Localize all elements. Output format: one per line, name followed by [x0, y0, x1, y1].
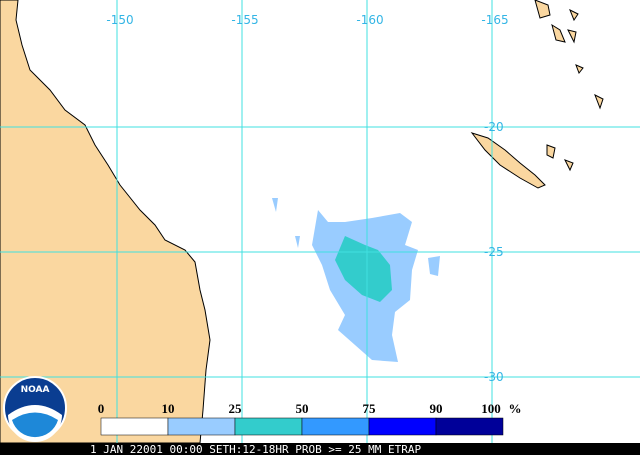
footer-bar — [0, 443, 640, 455]
island — [546, 144, 556, 159]
latitude-label: -30 — [484, 370, 504, 384]
legend-label: 75 — [363, 401, 377, 416]
logo: NOAA — [3, 376, 67, 442]
legend-label: 25 — [229, 401, 243, 416]
legend-unit: % — [509, 401, 522, 416]
longitude-label: -150 — [106, 13, 133, 27]
legend-swatch — [435, 417, 504, 436]
island — [594, 93, 604, 110]
precip-area — [272, 198, 278, 212]
legend-label: 10 — [162, 401, 175, 416]
legend-swatch — [167, 417, 236, 436]
legend-swatch — [301, 417, 370, 436]
legend-label: 90 — [430, 401, 443, 416]
legend-swatch — [234, 417, 303, 436]
grid — [0, 0, 640, 443]
precip-area — [428, 256, 440, 276]
legend-label: 50 — [296, 401, 309, 416]
latitude-label: -25 — [484, 245, 504, 259]
legend-label: 100 — [481, 401, 501, 416]
precip-area — [295, 236, 300, 248]
footer-text: 1 JAN 22001 00:00 SETH:12-18HR PROB >= 2… — [90, 443, 422, 455]
longitude-label: -155 — [231, 13, 258, 27]
island — [470, 132, 546, 189]
island — [569, 8, 579, 22]
island — [534, 0, 551, 19]
logo-text: NOAA — [21, 385, 50, 395]
longitude-label: -160 — [356, 13, 383, 27]
legend-swatch — [100, 417, 169, 436]
legend-label: 0 — [98, 401, 105, 416]
island — [563, 159, 574, 172]
legend: 0 10 25 50 75 90 100% — [98, 401, 522, 436]
latitude-label: -20 — [484, 120, 504, 134]
island — [575, 64, 584, 74]
legend-swatch — [368, 417, 437, 436]
island — [551, 23, 566, 43]
longitude-label: -165 — [481, 13, 508, 27]
island — [567, 29, 577, 44]
